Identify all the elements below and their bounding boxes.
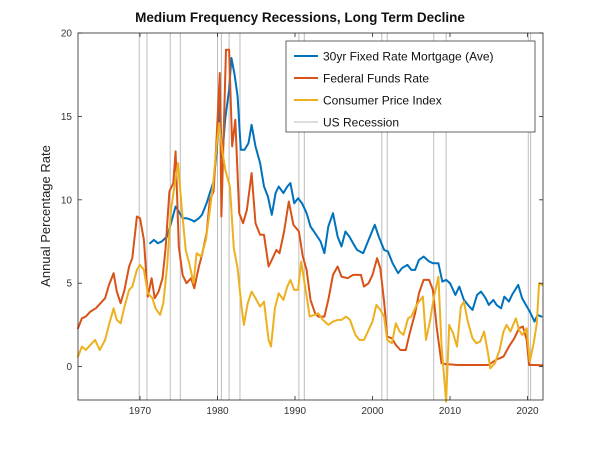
legend-label-3: US Recession <box>323 116 399 130</box>
legend-label-1: Federal Funds Rate <box>323 72 429 86</box>
legend-box <box>285 40 536 133</box>
y-tick-label-4: 20 <box>61 29 73 40</box>
series-lines <box>77 48 544 403</box>
legend-label-2: Consumer Price Index <box>323 94 442 108</box>
y-tick-label-2: 10 <box>61 195 73 206</box>
y-axis: 0 5 10 15 20 <box>61 29 543 373</box>
series-line-2 <box>77 122 544 403</box>
chart-title: Medium Frequency Recessions, Long Term D… <box>135 10 465 25</box>
y-tick-label-1: 5 <box>66 279 72 290</box>
plot-frame <box>77 32 544 401</box>
x-tick-label-1: 1980 <box>206 406 229 417</box>
legend: 30yr Fixed Rate Mortgage (Ave) Federal Fu… <box>285 40 536 133</box>
legend-label-0: 30yr Fixed Rate Mortgage (Ave) <box>323 50 494 64</box>
y-tick-label-0: 0 <box>66 362 72 373</box>
x-tick-label-2: 1990 <box>284 406 307 417</box>
y-axis-title: Annual Percentage Rate <box>38 145 53 287</box>
x-tick-label-5: 2020 <box>516 406 539 417</box>
series-line-1 <box>77 48 544 367</box>
x-tick-label-3: 2000 <box>361 406 384 417</box>
x-tick-label-4: 2010 <box>439 406 462 417</box>
x-axis: 1970 1980 1990 2000 2010 2020 <box>129 33 539 417</box>
x-tick-label-0: 1970 <box>129 406 152 417</box>
y-tick-label-3: 15 <box>61 112 73 123</box>
